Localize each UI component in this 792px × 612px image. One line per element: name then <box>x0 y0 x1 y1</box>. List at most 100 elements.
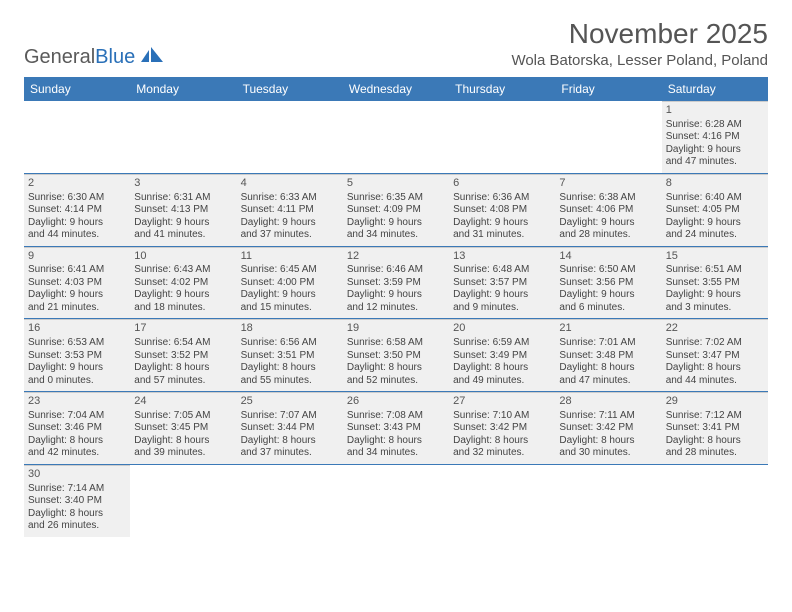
day-cell: 8Sunrise: 6:40 AMSunset: 4:05 PMDaylight… <box>662 174 768 246</box>
day-info-line: and 44 minutes. <box>666 375 764 388</box>
day-number: 16 <box>28 322 126 336</box>
day-info-line: Daylight: 8 hours <box>666 362 764 375</box>
day-info-line: Sunset: 3:53 PM <box>28 350 126 363</box>
logo: GeneralBlue <box>24 46 165 69</box>
day-info-line: Sunset: 3:46 PM <box>28 422 126 435</box>
day-info-line: Daylight: 8 hours <box>453 435 551 448</box>
day-number: 13 <box>453 250 551 264</box>
day-info-line: Daylight: 8 hours <box>241 362 339 375</box>
day-info-line: Sunset: 4:08 PM <box>453 204 551 217</box>
day-number: 6 <box>453 177 551 191</box>
day-info-line: and 28 minutes. <box>666 447 764 460</box>
day-info-line: Sunrise: 6:31 AM <box>134 192 232 205</box>
day-info-line: Sunset: 3:50 PM <box>347 350 445 363</box>
day-cell <box>449 101 555 173</box>
day-info-line: Daylight: 8 hours <box>559 362 657 375</box>
day-cell: 4Sunrise: 6:33 AMSunset: 4:11 PMDaylight… <box>237 174 343 246</box>
day-cell: 28Sunrise: 7:11 AMSunset: 3:42 PMDayligh… <box>555 392 661 464</box>
day-info-line: Sunset: 3:51 PM <box>241 350 339 363</box>
day-info-line: Sunset: 3:42 PM <box>453 422 551 435</box>
day-number: 20 <box>453 322 551 336</box>
weeks-container: 1Sunrise: 6:28 AMSunset: 4:16 PMDaylight… <box>24 101 768 537</box>
day-info-line: Sunrise: 7:14 AM <box>28 483 126 496</box>
day-info-line: Sunrise: 7:02 AM <box>666 337 764 350</box>
day-info-line: Sunrise: 6:53 AM <box>28 337 126 350</box>
day-info-line: Daylight: 9 hours <box>453 217 551 230</box>
day-info-line: Sunset: 3:52 PM <box>134 350 232 363</box>
day-info-line: Sunrise: 6:43 AM <box>134 264 232 277</box>
day-cell <box>449 465 555 537</box>
logo-word-1: General <box>24 46 95 68</box>
day-info-line: and 57 minutes. <box>134 375 232 388</box>
day-info-line: Daylight: 8 hours <box>28 508 126 521</box>
day-cell <box>237 465 343 537</box>
week-row: 23Sunrise: 7:04 AMSunset: 3:46 PMDayligh… <box>24 392 768 465</box>
day-info-line: Daylight: 8 hours <box>666 435 764 448</box>
day-number: 1 <box>666 104 764 118</box>
day-info-line: Daylight: 8 hours <box>241 435 339 448</box>
day-info-line: Sunset: 4:16 PM <box>666 131 764 144</box>
day-info-line: Daylight: 9 hours <box>28 362 126 375</box>
day-info-line: Sunrise: 6:35 AM <box>347 192 445 205</box>
day-info-line: Sunset: 3:59 PM <box>347 277 445 290</box>
day-number: 8 <box>666 177 764 191</box>
day-info-line: Daylight: 9 hours <box>453 289 551 302</box>
day-number: 30 <box>28 468 126 482</box>
day-info-line: Sunset: 3:56 PM <box>559 277 657 290</box>
day-number: 23 <box>28 395 126 409</box>
day-info-line: Sunrise: 6:30 AM <box>28 192 126 205</box>
day-cell: 12Sunrise: 6:46 AMSunset: 3:59 PMDayligh… <box>343 247 449 319</box>
day-info-line: Sunset: 3:55 PM <box>666 277 764 290</box>
day-info-line: Daylight: 8 hours <box>134 362 232 375</box>
day-info-line: Sunrise: 7:12 AM <box>666 410 764 423</box>
day-info-line: Sunrise: 6:54 AM <box>134 337 232 350</box>
day-info-line: Daylight: 8 hours <box>134 435 232 448</box>
day-info-line: Sunset: 4:02 PM <box>134 277 232 290</box>
day-number: 21 <box>559 322 657 336</box>
day-info-line: Sunrise: 6:33 AM <box>241 192 339 205</box>
day-header: Saturday <box>662 77 768 101</box>
day-info-line: Sunrise: 6:46 AM <box>347 264 445 277</box>
day-cell: 22Sunrise: 7:02 AMSunset: 3:47 PMDayligh… <box>662 319 768 391</box>
day-info-line: and 6 minutes. <box>559 302 657 315</box>
calendar-page: GeneralBlue November 2025 Wola Batorska,… <box>0 0 792 555</box>
day-info-line: Sunrise: 7:10 AM <box>453 410 551 423</box>
day-info-line: Daylight: 8 hours <box>28 435 126 448</box>
day-number: 24 <box>134 395 232 409</box>
day-info-line: and 42 minutes. <box>28 447 126 460</box>
day-info-line: Daylight: 9 hours <box>241 289 339 302</box>
day-cell: 21Sunrise: 7:01 AMSunset: 3:48 PMDayligh… <box>555 319 661 391</box>
day-cell: 25Sunrise: 7:07 AMSunset: 3:44 PMDayligh… <box>237 392 343 464</box>
day-info-line: and 28 minutes. <box>559 229 657 242</box>
day-info-line: Sunset: 3:57 PM <box>453 277 551 290</box>
day-cell: 3Sunrise: 6:31 AMSunset: 4:13 PMDaylight… <box>130 174 236 246</box>
day-number: 28 <box>559 395 657 409</box>
day-info-line: Sunrise: 6:56 AM <box>241 337 339 350</box>
day-info-line: and 37 minutes. <box>241 447 339 460</box>
day-info-line: Sunrise: 6:36 AM <box>453 192 551 205</box>
day-number: 26 <box>347 395 445 409</box>
day-info-line: and 31 minutes. <box>453 229 551 242</box>
day-header: Tuesday <box>237 77 343 101</box>
day-info-line: Sunrise: 7:05 AM <box>134 410 232 423</box>
day-number: 9 <box>28 250 126 264</box>
location-subtitle: Wola Batorska, Lesser Poland, Poland <box>511 52 768 69</box>
day-info-line: and 18 minutes. <box>134 302 232 315</box>
day-info-line: Sunrise: 6:40 AM <box>666 192 764 205</box>
day-info-line: Sunset: 4:03 PM <box>28 277 126 290</box>
day-number: 14 <box>559 250 657 264</box>
day-info-line: Daylight: 9 hours <box>347 217 445 230</box>
day-info-line: Sunrise: 6:38 AM <box>559 192 657 205</box>
week-row: 30Sunrise: 7:14 AMSunset: 3:40 PMDayligh… <box>24 465 768 537</box>
day-info-line: Daylight: 8 hours <box>347 362 445 375</box>
day-info-line: Daylight: 9 hours <box>559 217 657 230</box>
day-number: 11 <box>241 250 339 264</box>
day-info-line: Sunset: 3:43 PM <box>347 422 445 435</box>
day-info-line: Sunset: 3:40 PM <box>28 495 126 508</box>
day-cell: 10Sunrise: 6:43 AMSunset: 4:02 PMDayligh… <box>130 247 236 319</box>
calendar-grid: Sunday Monday Tuesday Wednesday Thursday… <box>24 77 768 537</box>
day-info-line: Daylight: 9 hours <box>347 289 445 302</box>
logo-text: GeneralBlue <box>24 46 135 69</box>
day-info-line: Sunset: 4:09 PM <box>347 204 445 217</box>
day-cell <box>130 465 236 537</box>
